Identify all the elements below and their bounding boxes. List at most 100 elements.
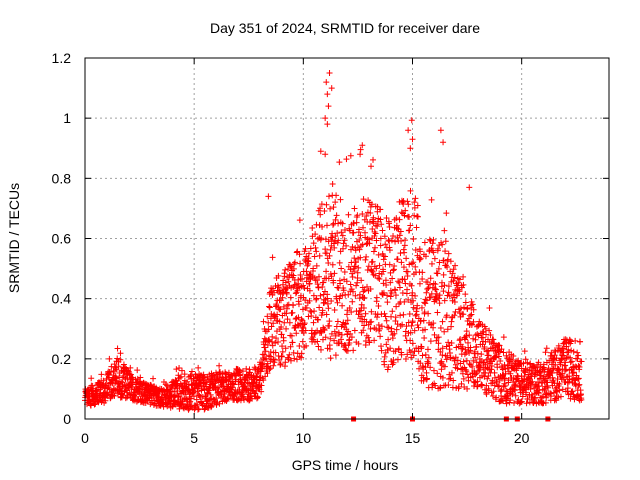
data-point bbox=[216, 362, 223, 369]
data-point bbox=[373, 237, 380, 244]
data-point bbox=[270, 362, 277, 369]
data-point bbox=[381, 310, 388, 317]
data-point bbox=[351, 327, 358, 334]
data-point bbox=[360, 327, 367, 334]
data-point bbox=[351, 205, 358, 212]
data-point bbox=[473, 344, 480, 351]
data-point bbox=[438, 366, 445, 373]
data-point bbox=[428, 260, 435, 267]
data-point bbox=[485, 373, 492, 380]
data-point bbox=[380, 268, 387, 275]
data-point bbox=[398, 259, 405, 266]
data-point bbox=[369, 268, 376, 275]
data-point bbox=[350, 288, 357, 295]
data-point bbox=[381, 233, 388, 240]
data-point bbox=[500, 349, 507, 356]
data-point bbox=[489, 393, 496, 400]
data-point bbox=[262, 373, 269, 380]
data-point bbox=[439, 318, 446, 325]
data-point bbox=[338, 265, 345, 272]
data-point bbox=[401, 298, 408, 305]
data-point bbox=[383, 317, 390, 324]
y-tick-label: 1 bbox=[63, 110, 71, 126]
data-point bbox=[353, 282, 360, 289]
data-point bbox=[460, 281, 467, 288]
data-point bbox=[451, 298, 458, 305]
data-point bbox=[384, 299, 391, 306]
data-point bbox=[374, 223, 381, 230]
data-point bbox=[357, 232, 364, 239]
data-point bbox=[518, 398, 525, 405]
data-point bbox=[302, 245, 309, 252]
data-point bbox=[124, 387, 131, 394]
data-point bbox=[502, 382, 509, 389]
data-point bbox=[291, 259, 298, 266]
data-point bbox=[561, 367, 568, 374]
data-point bbox=[341, 237, 348, 244]
data-point bbox=[392, 292, 399, 299]
data-point bbox=[118, 378, 125, 385]
data-point bbox=[466, 360, 473, 367]
data-point bbox=[88, 375, 95, 382]
data-point bbox=[292, 290, 299, 297]
data-point bbox=[332, 352, 339, 359]
data-point bbox=[293, 356, 300, 363]
data-point bbox=[418, 343, 425, 350]
data-point bbox=[254, 370, 261, 377]
data-point bbox=[392, 287, 399, 294]
data-point bbox=[449, 270, 456, 277]
data-point bbox=[239, 390, 246, 397]
data-point bbox=[437, 384, 444, 391]
data-point bbox=[562, 336, 569, 343]
data-point bbox=[409, 340, 416, 347]
data-point bbox=[423, 289, 430, 296]
data-point bbox=[466, 184, 473, 191]
data-point bbox=[394, 225, 401, 232]
data-point bbox=[474, 331, 481, 338]
data-point bbox=[402, 237, 409, 244]
data-point bbox=[377, 206, 384, 213]
data-point bbox=[327, 246, 334, 253]
data-point bbox=[185, 406, 192, 413]
data-point bbox=[436, 295, 443, 302]
data-point bbox=[331, 270, 338, 277]
data-point bbox=[466, 349, 473, 356]
data-point bbox=[318, 201, 325, 208]
data-point bbox=[348, 309, 355, 316]
data-point bbox=[310, 240, 317, 247]
data-point bbox=[481, 344, 488, 351]
data-point bbox=[387, 345, 394, 352]
data-point bbox=[366, 240, 373, 247]
data-point bbox=[413, 224, 420, 231]
data-point bbox=[386, 224, 393, 231]
data-point bbox=[162, 381, 169, 388]
data-point bbox=[382, 241, 389, 248]
data-point bbox=[282, 345, 289, 352]
data-point bbox=[326, 318, 333, 325]
data-point bbox=[176, 374, 183, 381]
data-point bbox=[270, 320, 277, 327]
data-point bbox=[459, 343, 466, 350]
data-point bbox=[365, 334, 372, 341]
data-point bbox=[359, 142, 366, 149]
data-point bbox=[262, 348, 269, 355]
data-point bbox=[555, 394, 562, 401]
data-point bbox=[314, 235, 321, 242]
data-point bbox=[552, 361, 559, 368]
data-point bbox=[326, 70, 333, 77]
data-point bbox=[363, 213, 370, 220]
data-point bbox=[469, 363, 476, 370]
data-point bbox=[271, 359, 278, 366]
data-point bbox=[176, 405, 183, 412]
data-point bbox=[427, 338, 434, 345]
data-point bbox=[368, 201, 375, 208]
data-point bbox=[456, 288, 463, 295]
data-point bbox=[450, 377, 457, 384]
data-point bbox=[404, 198, 411, 205]
y-tick-label: 0 bbox=[63, 411, 71, 427]
data-point bbox=[347, 266, 354, 273]
data-point bbox=[239, 368, 246, 375]
data-point bbox=[560, 374, 567, 381]
data-point bbox=[325, 238, 332, 245]
data-point bbox=[357, 254, 364, 261]
